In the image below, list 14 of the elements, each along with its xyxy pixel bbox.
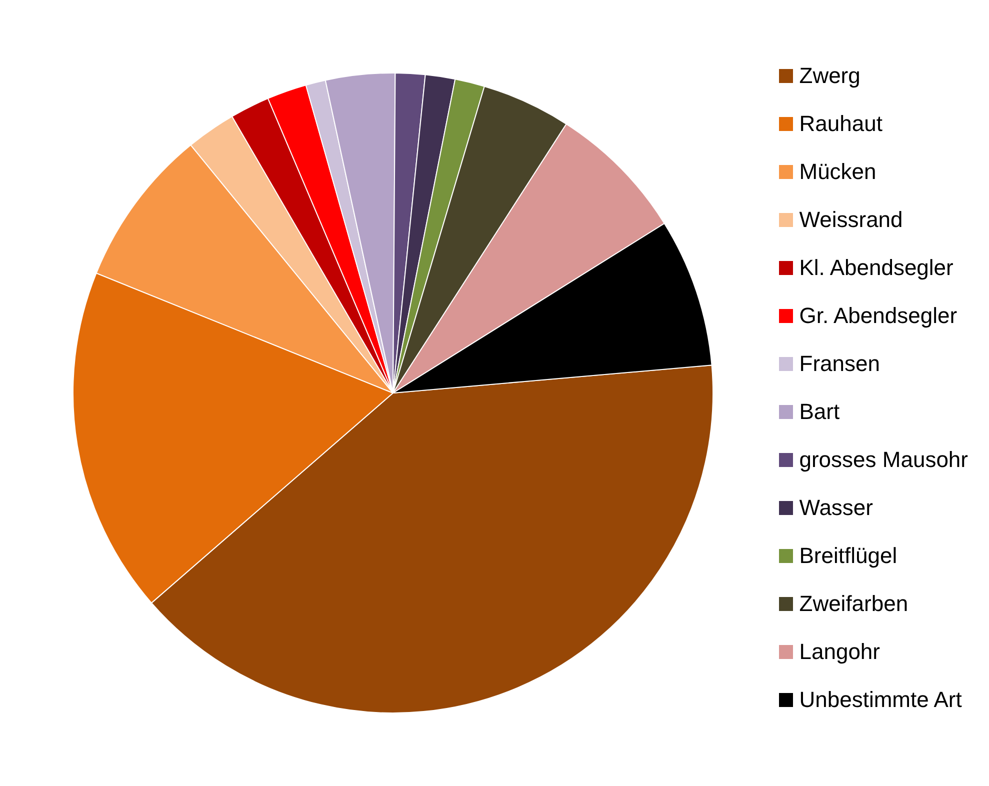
legend-label: Gr. Abendsegler bbox=[799, 302, 958, 330]
legend-label: Bart bbox=[799, 398, 840, 426]
legend-label: grosses Mausohr bbox=[799, 446, 968, 474]
legend-label: Kl. Abendsegler bbox=[799, 254, 954, 282]
legend-label: Breitflügel bbox=[799, 542, 898, 570]
legend-label: Unbestimmte Art bbox=[799, 686, 962, 714]
legend-label: Zwerg bbox=[799, 62, 860, 90]
legend-label: Wasser bbox=[799, 494, 873, 522]
legend-label: Rauhaut bbox=[799, 110, 882, 138]
legend-label: Mücken bbox=[799, 158, 876, 186]
legend-label: Weissrand bbox=[799, 206, 903, 234]
legend-label: Langohr bbox=[799, 638, 880, 666]
legend-label: Fransen bbox=[799, 350, 880, 378]
legend-label: Zweifarben bbox=[799, 590, 908, 618]
